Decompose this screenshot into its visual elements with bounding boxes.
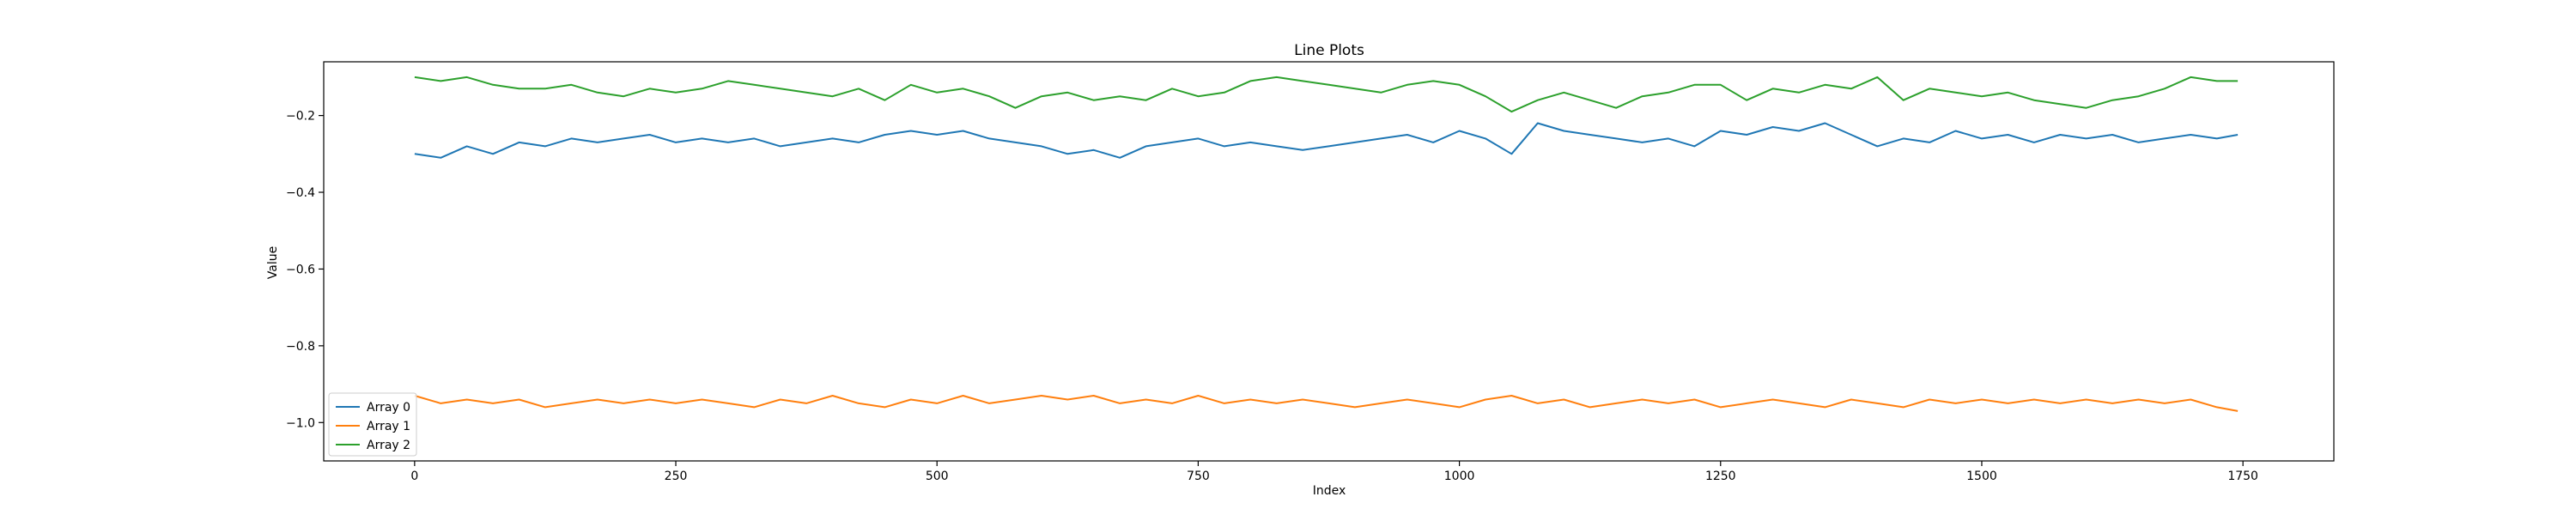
x-axis-label: Index — [1313, 484, 1346, 498]
legend-label: Array 1 — [367, 420, 410, 433]
series-layer — [414, 76, 2239, 412]
x-tick-label: 1500 — [1966, 470, 1997, 483]
legend-label: Array 2 — [367, 439, 410, 452]
series-line-array-2 — [414, 76, 2239, 113]
x-tick-label: 250 — [665, 470, 688, 483]
x-tick-label: 500 — [926, 470, 949, 483]
y-tick-label: −1.0 — [286, 416, 315, 430]
series-line-array-1 — [414, 395, 2239, 412]
x-tick-label: 1250 — [1705, 470, 1736, 483]
y-tick-label: −0.4 — [286, 186, 315, 200]
legend-label: Array 0 — [367, 401, 410, 415]
x-axis: 0 250 500 750 1000 1250 1500 1750 — [410, 461, 2258, 483]
y-axis: −1.0 −0.8 −0.6 −0.4 −0.2 — [286, 110, 324, 430]
x-tick-label: 1750 — [2227, 470, 2258, 483]
y-axis-label: Value — [266, 246, 280, 279]
x-tick-label: 1000 — [1444, 470, 1475, 483]
legend: Array 0 Array 1 Array 2 — [328, 392, 417, 457]
y-tick-label: −0.6 — [286, 263, 315, 276]
y-tick-label: −0.2 — [286, 110, 315, 124]
x-tick-label: 0 — [410, 470, 418, 483]
legend-box — [328, 392, 417, 457]
chart-title: Line Plots — [1294, 42, 1364, 59]
plot-area — [323, 61, 2335, 462]
series-line-array-0 — [414, 122, 2239, 159]
axes-frame — [323, 61, 2335, 462]
x-tick-label: 750 — [1187, 470, 1210, 483]
y-tick-label: −0.8 — [286, 340, 315, 354]
